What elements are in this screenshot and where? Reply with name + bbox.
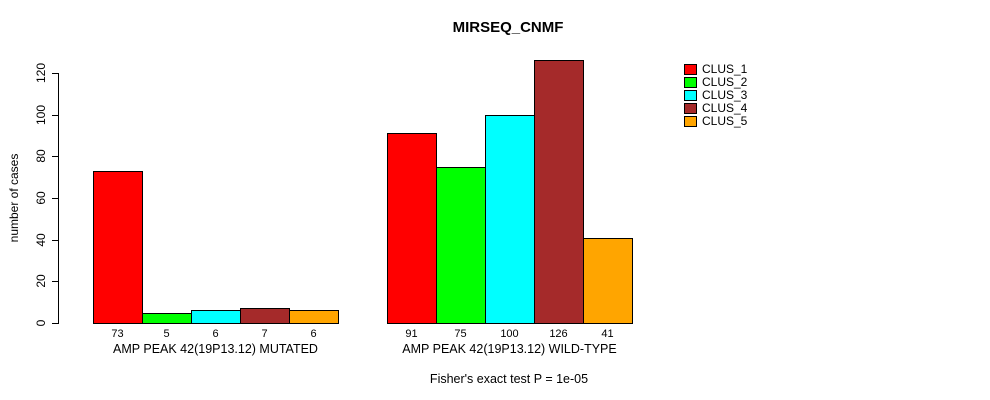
y-tick-mark (52, 323, 59, 324)
bar-value-label: 6 (310, 328, 317, 340)
bar-value-label: 126 (549, 328, 568, 340)
legend-swatch (684, 116, 697, 127)
y-axis-label: number of cases (7, 153, 21, 243)
legend-label: CLUS_2 (702, 75, 748, 89)
y-tick-mark (52, 198, 59, 199)
y-tick-mark (52, 156, 59, 157)
footer-caption: Fisher's exact test P = 1e-05 (429, 372, 589, 386)
bar (583, 238, 633, 324)
bar-value-label: 5 (163, 328, 170, 340)
y-tick-mark (52, 281, 59, 282)
bar-value-label: 73 (111, 328, 124, 340)
bar (240, 308, 290, 324)
bar-value-label: 100 (500, 328, 519, 340)
chart-title: MIRSEQ_CNMF (452, 19, 564, 36)
legend-swatch (684, 64, 697, 75)
y-tick-label: 120 (34, 62, 48, 84)
bar (93, 171, 143, 324)
y-tick-label: 40 (34, 233, 48, 247)
legend-label: CLUS_5 (702, 114, 748, 128)
bar (289, 310, 339, 324)
bar (142, 313, 192, 324)
y-tick-label: 100 (34, 104, 48, 126)
bar-value-label: 7 (261, 328, 268, 340)
bar (387, 133, 437, 324)
y-tick-label: 80 (34, 149, 48, 163)
bar (436, 167, 486, 324)
y-tick-mark (52, 115, 59, 116)
legend-label: CLUS_1 (702, 62, 748, 76)
y-tick-label: 60 (34, 191, 48, 205)
legend-swatch (684, 103, 697, 114)
y-tick-mark (52, 73, 59, 74)
y-tick-mark (52, 240, 59, 241)
legend-label: CLUS_3 (702, 88, 748, 102)
y-tick-label: 20 (34, 274, 48, 288)
bar-value-label: 91 (405, 328, 418, 340)
legend-swatch (684, 77, 697, 88)
x-group-label: AMP PEAK 42(19P13.12) WILD-TYPE (402, 342, 617, 356)
bar-value-label: 41 (601, 328, 614, 340)
bar-value-label: 75 (454, 328, 467, 340)
bar-value-label: 6 (212, 328, 219, 340)
bar (485, 115, 535, 324)
y-tick-label: 0 (34, 319, 48, 327)
bar (191, 310, 241, 324)
legend-swatch (684, 90, 697, 101)
x-group-label: AMP PEAK 42(19P13.12) MUTATED (113, 342, 318, 356)
bar (534, 60, 584, 324)
legend-label: CLUS_4 (702, 101, 748, 115)
